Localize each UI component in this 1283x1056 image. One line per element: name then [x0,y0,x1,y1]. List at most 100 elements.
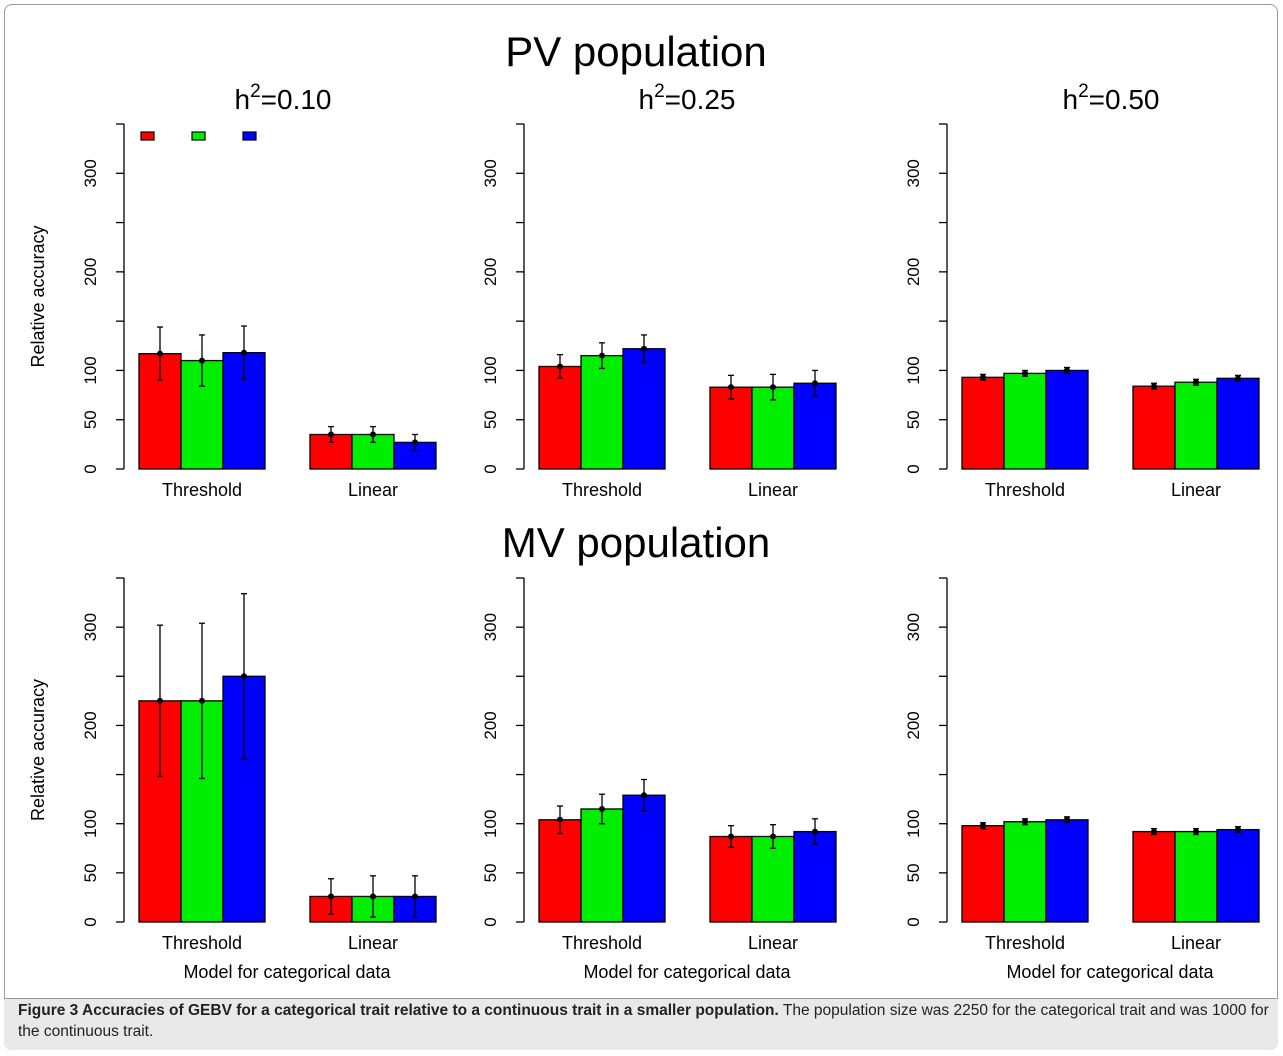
y-tick-label: 200 [81,258,100,286]
y-tick-label: 200 [904,711,923,739]
bar [1003,372,1047,470]
y-tick-label: 100 [81,356,100,384]
chart-panel: 0 50 100 200 300 Relative accuracy Threshold Li… [28,577,437,982]
mean-point [241,349,247,356]
x-axis-label: Model for categorical data [583,962,791,982]
y-tick-label: 50 [904,863,923,882]
mean-point [770,384,776,391]
y-tick-label: 300 [904,613,923,641]
bar [1216,828,1260,923]
x-axis-label: Model for categorical data [183,962,391,982]
mean-point [728,833,734,840]
bar [961,376,1005,470]
y-tick-label: 0 [481,464,500,473]
mean-point [1064,816,1070,823]
bar [580,354,624,470]
x-tick-label: Linear [348,933,398,953]
x-tick-label: Threshold [162,480,242,500]
x-tick-label: Linear [748,933,798,953]
y-tick-label: 300 [904,159,923,187]
bar [538,819,582,923]
mean-point [1151,383,1157,390]
mean-point [812,828,818,835]
mean-point [557,363,563,370]
bar [622,348,666,470]
mean-point [412,439,418,446]
y-tick-label: 100 [481,810,500,838]
bar [793,382,837,470]
caption-background [4,998,1278,1050]
mean-point [980,374,986,381]
x-tick-label: Linear [1171,480,1221,500]
y-tick-label: 100 [81,810,100,838]
y-tick-label: 100 [904,810,923,838]
y-tick-label: 50 [904,410,923,429]
panel-title: h2=0.10 [234,81,331,115]
x-axis-label: Model for categorical data [1006,962,1214,982]
y-tick-label: 200 [481,711,500,739]
y-tick-label: 0 [904,917,923,926]
y-tick-label: 200 [904,258,923,286]
mean-point [599,352,605,359]
panel-title: h2=0.50 [1062,81,1159,115]
y-axis-label: Relative accuracy [28,679,48,821]
bar [1132,385,1176,470]
mean-point [370,431,376,438]
mean-point [157,350,163,357]
panel-title: h2=0.25 [638,81,735,115]
y-tick-label: 300 [481,159,500,187]
mean-point [599,805,605,812]
bar [1174,381,1218,470]
mean-point [199,697,205,704]
mean-point [370,893,376,900]
group-title-mv: MV population [502,519,771,566]
mean-point [328,431,334,438]
legend-swatch [242,131,257,141]
y-tick-label: 100 [481,356,500,384]
x-tick-label: Threshold [562,480,642,500]
y-tick-label: 0 [81,917,100,926]
mean-point [199,357,205,364]
bar [961,825,1005,923]
bar [1216,377,1260,470]
caption-rest: The population size was 2250 for the cat… [18,1002,1269,1040]
bar [1045,369,1089,470]
mean-point [728,384,734,391]
y-tick-label: 200 [81,711,100,739]
bar [709,835,753,923]
mean-point [1151,828,1157,835]
bar [180,700,224,923]
bar [709,386,753,470]
bar [793,830,837,923]
y-axis-label: Relative accuracy [28,225,48,367]
mean-point [770,833,776,840]
bar [751,835,795,923]
x-tick-label: Threshold [562,933,642,953]
y-tick-label: 50 [481,863,500,882]
mean-point [1193,828,1199,835]
bar [622,794,666,923]
y-tick-label: 50 [481,410,500,429]
x-tick-label: Linear [348,480,398,500]
y-tick-label: 50 [81,863,100,882]
bar [538,365,582,470]
x-tick-label: Linear [748,480,798,500]
chart-panel: h2=0.25 0 50 100 200 300 Threshold Linear [481,81,837,500]
bar [580,808,624,923]
y-tick-label: 200 [481,258,500,286]
figure-canvas: PV population MV population h2=0.10 0 50 10… [28,28,1260,982]
mean-point [328,893,334,900]
mean-point [157,697,163,704]
caption-lead: Figure 3 Accuracies of GEBV for a catego… [18,1002,779,1019]
y-tick-label: 0 [481,917,500,926]
x-tick-label: Threshold [162,933,242,953]
bar [1003,821,1047,923]
bar [1132,830,1176,923]
mean-point [641,345,647,352]
mean-point [1064,367,1070,374]
y-tick-label: 50 [81,410,100,429]
x-tick-label: Threshold [985,480,1065,500]
group-title-pv: PV population [505,28,767,75]
figure-caption: Figure 3 Accuracies of GEBV for a catego… [18,1000,1270,1042]
mean-point [412,893,418,900]
